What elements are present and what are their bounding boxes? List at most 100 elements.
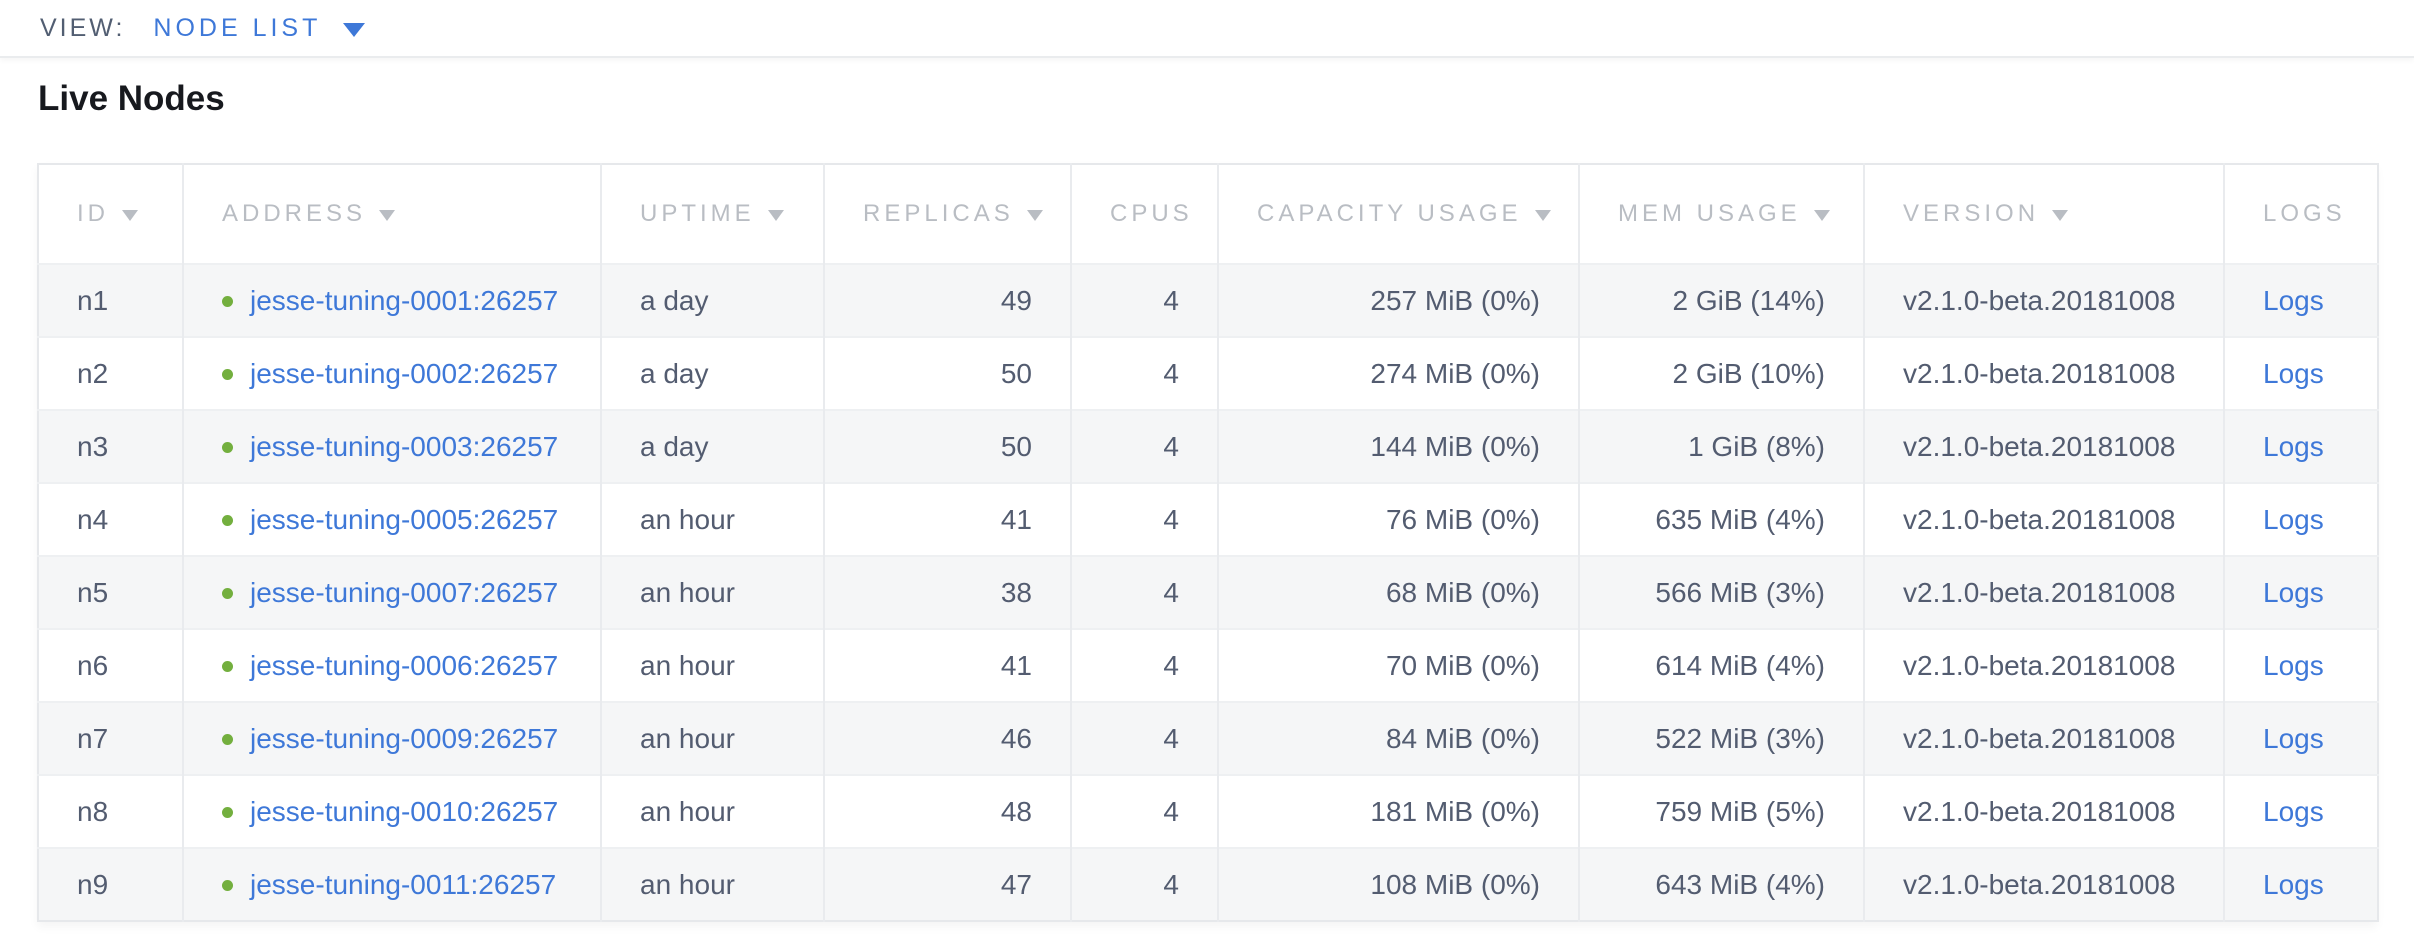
logs-link[interactable]: Logs [2263, 649, 2324, 681]
view-bar: VIEW: NODE LIST [0, 0, 2414, 58]
sort-desc-icon [1534, 210, 1551, 221]
logs-link[interactable]: Logs [2263, 795, 2324, 827]
cell-cpus: 4 [1070, 482, 1218, 556]
table-row: n3 jesse-tuning-0003:26257 a day 50 4 144 MiB… [38, 409, 2378, 483]
cell-capacity: 108 MiB (0%) [1217, 847, 1579, 921]
sort-desc-icon [1813, 210, 1830, 221]
cell-capacity: 274 MiB (0%) [1217, 336, 1579, 410]
cell-address: jesse-tuning-0002:26257 [182, 336, 601, 410]
cell-mem: 566 MiB (3%) [1578, 555, 1864, 629]
node-address-link[interactable]: jesse-tuning-0006:26257 [250, 649, 559, 681]
cell-id: n2 [38, 336, 183, 410]
cell-uptime: a day [600, 409, 824, 483]
column-header-replicas[interactable]: REPLICAS [823, 164, 1071, 264]
logs-link[interactable]: Logs [2263, 430, 2324, 462]
column-header-id[interactable]: ID [38, 164, 183, 264]
logs-link[interactable]: Logs [2263, 722, 2324, 754]
sort-desc-icon [1026, 210, 1043, 221]
cell-mem: 2 GiB (10%) [1578, 336, 1864, 410]
column-header-label: UPTIME [640, 200, 755, 227]
cell-id: n4 [38, 482, 183, 556]
cell-logs: Logs [2223, 555, 2378, 629]
node-address-link[interactable]: jesse-tuning-0010:26257 [250, 795, 559, 827]
node-address-link[interactable]: jesse-tuning-0002:26257 [250, 357, 559, 389]
node-address-link[interactable]: jesse-tuning-0007:26257 [250, 576, 559, 608]
column-header-cpus: CPUS [1070, 164, 1218, 264]
table-row: n2 jesse-tuning-0002:26257 a day 50 4 274 MiB… [38, 336, 2378, 410]
view-selector[interactable]: NODE LIST [153, 14, 366, 43]
column-header-mem[interactable]: MEM USAGE [1578, 164, 1864, 264]
sort-desc-icon [2052, 210, 2069, 221]
table-row: n1 jesse-tuning-0001:26257 a day 49 4 257 MiB… [38, 263, 2378, 337]
live-status-icon [222, 879, 233, 891]
column-header-uptime[interactable]: UPTIME [600, 164, 824, 264]
node-address-link[interactable]: jesse-tuning-0011:26257 [250, 868, 557, 900]
cell-capacity: 70 MiB (0%) [1217, 628, 1579, 702]
logs-link[interactable]: Logs [2263, 868, 2324, 900]
cell-replicas: 48 [823, 774, 1071, 848]
cell-replicas: 38 [823, 555, 1071, 629]
table-row: n8 jesse-tuning-0010:26257 an hour 48 4 181 M… [38, 774, 2378, 848]
cell-address: jesse-tuning-0003:26257 [182, 409, 601, 483]
cell-address: jesse-tuning-0009:26257 [182, 701, 601, 775]
live-nodes-table: ID ADDRESS UPTIME REPLICAS CPUS CAPACITY USAG… [37, 163, 2379, 922]
cell-mem: 643 MiB (4%) [1578, 847, 1864, 921]
column-header-label: CAPACITY USAGE [1257, 200, 1522, 227]
cell-replicas: 50 [823, 336, 1071, 410]
cell-uptime: an hour [600, 774, 824, 848]
cell-cpus: 4 [1070, 774, 1218, 848]
live-status-icon [222, 441, 233, 453]
cell-id: n9 [38, 847, 183, 921]
node-address-link[interactable]: jesse-tuning-0009:26257 [250, 722, 559, 754]
live-status-icon [222, 368, 233, 380]
node-address-link[interactable]: jesse-tuning-0003:26257 [250, 430, 559, 462]
cell-logs: Logs [2223, 409, 2378, 483]
cell-mem: 1 GiB (8%) [1578, 409, 1864, 483]
cell-uptime: a day [600, 263, 824, 337]
cell-id: n1 [38, 263, 183, 337]
cell-logs: Logs [2223, 774, 2378, 848]
sort-desc-icon [767, 210, 784, 221]
column-header-capacity[interactable]: CAPACITY USAGE [1217, 164, 1579, 264]
cell-id: n5 [38, 555, 183, 629]
cell-uptime: an hour [600, 555, 824, 629]
column-header-label: CPUS [1110, 200, 1193, 227]
cell-replicas: 46 [823, 701, 1071, 775]
cell-mem: 614 MiB (4%) [1578, 628, 1864, 702]
logs-link[interactable]: Logs [2263, 576, 2324, 608]
live-status-icon [222, 587, 233, 599]
cell-address: jesse-tuning-0007:26257 [182, 555, 601, 629]
node-address-link[interactable]: jesse-tuning-0001:26257 [250, 284, 559, 316]
cell-replicas: 41 [823, 482, 1071, 556]
column-header-address[interactable]: ADDRESS [182, 164, 601, 264]
cell-version: v2.1.0-beta.20181008 [1863, 336, 2224, 410]
cell-id: n7 [38, 701, 183, 775]
cell-mem: 2 GiB (14%) [1578, 263, 1864, 337]
node-address-link[interactable]: jesse-tuning-0005:26257 [250, 503, 559, 535]
cell-address: jesse-tuning-0005:26257 [182, 482, 601, 556]
cell-logs: Logs [2223, 482, 2378, 556]
chevron-down-icon [343, 22, 366, 37]
logs-link[interactable]: Logs [2263, 503, 2324, 535]
cell-logs: Logs [2223, 628, 2378, 702]
column-header-label: REPLICAS [863, 200, 1014, 227]
column-header-label: LOGS [2263, 200, 2346, 227]
cell-cpus: 4 [1070, 336, 1218, 410]
logs-link[interactable]: Logs [2263, 357, 2324, 389]
cell-cpus: 4 [1070, 701, 1218, 775]
cell-capacity: 181 MiB (0%) [1217, 774, 1579, 848]
cell-replicas: 49 [823, 263, 1071, 337]
logs-link[interactable]: Logs [2263, 284, 2324, 316]
cell-capacity: 76 MiB (0%) [1217, 482, 1579, 556]
cell-replicas: 50 [823, 409, 1071, 483]
cell-replicas: 41 [823, 628, 1071, 702]
cell-version: v2.1.0-beta.20181008 [1863, 482, 2224, 556]
cell-version: v2.1.0-beta.20181008 [1863, 263, 2224, 337]
table-header-row: ID ADDRESS UPTIME REPLICAS CPUS CAPACITY USAG… [38, 164, 2378, 264]
live-status-icon [222, 733, 233, 745]
column-header-label: ADDRESS [222, 200, 367, 227]
cell-cpus: 4 [1070, 555, 1218, 629]
cell-address: jesse-tuning-0010:26257 [182, 774, 601, 848]
column-header-version[interactable]: VERSION [1863, 164, 2224, 264]
table-row: n7 jesse-tuning-0009:26257 an hour 46 4 84 Mi… [38, 701, 2378, 775]
